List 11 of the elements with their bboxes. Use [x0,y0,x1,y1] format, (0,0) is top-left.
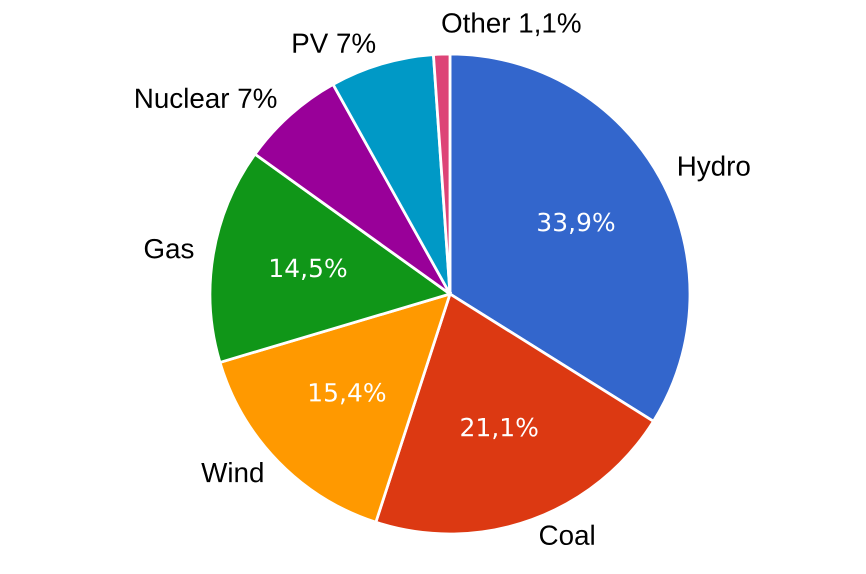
data-label: 33,9% [538,212,614,234]
data-label: 15,4% [310,382,386,404]
data-label: 21,1% [461,418,538,440]
data-label: 14,5% [271,258,346,280]
slice-label: PV 7% [293,33,376,53]
slice-label: Hydro [679,155,750,182]
slice-label: Wind [201,462,263,482]
slice-label: Nuclear 7% [136,88,276,108]
slice-label: Other 1,1% [442,12,581,36]
slice-label: Coal [540,524,594,546]
slice-label: Gas [144,238,194,258]
